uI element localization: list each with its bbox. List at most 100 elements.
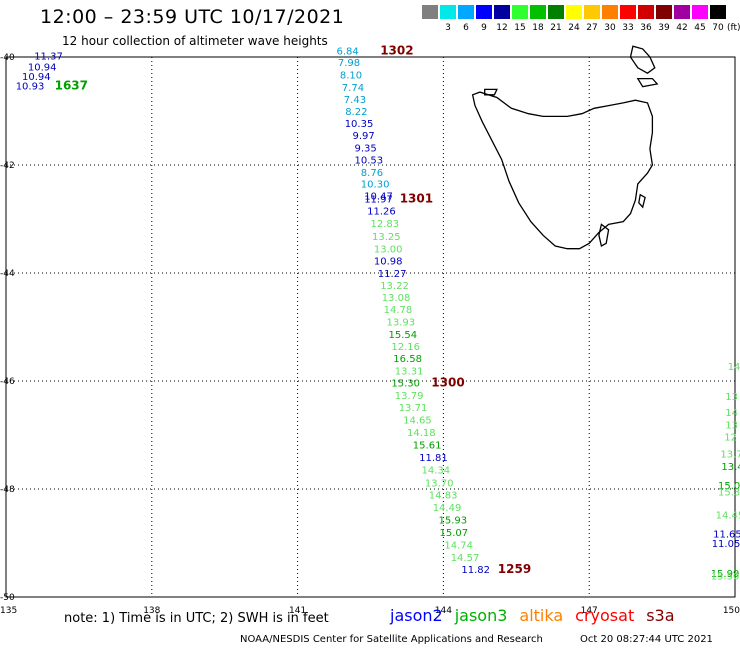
wave-height-label: 13.71	[399, 403, 428, 414]
wave-height-label: 12	[724, 432, 737, 443]
wave-height-label: 10.30	[361, 180, 390, 191]
longitude-tick-label: 150	[723, 606, 740, 616]
graticule-grid	[6, 57, 735, 597]
wave-height-label: 13.93	[387, 317, 416, 328]
legend-unit: (ft)	[727, 23, 740, 33]
legend-swatch	[458, 5, 474, 19]
wave-height-label: 14.45	[716, 511, 740, 522]
generation-timestamp: Oct 20 08:27:44 UTC 2021	[580, 634, 713, 645]
legend-label: 70	[712, 23, 724, 33]
wave-height-label: 15.30	[718, 488, 740, 499]
wave-height-label: 15.61	[413, 441, 442, 452]
wave-height-label: 9.35	[355, 144, 377, 155]
wave-height-label: 13.4	[721, 462, 740, 473]
wave-height-label: 14.65	[403, 416, 432, 427]
wave-height-label: 11.26	[367, 207, 396, 218]
map-border	[5, 56, 736, 598]
legend-swatch	[710, 5, 726, 19]
wave-height-label: 11.97	[364, 194, 393, 205]
footer-note: note: 1) Time is in UTC; 2) SWH is in fe…	[64, 611, 329, 626]
wave-height-label: 14	[725, 408, 738, 419]
map-title: 12:00 – 23:59 UTC 10/17/2021	[40, 6, 345, 28]
wave-height-label: 14	[728, 362, 740, 373]
legend-label: 30	[604, 23, 616, 33]
wave-height-label: 7.74	[342, 83, 364, 94]
wave-height-label: 10.94	[22, 72, 51, 83]
latitude-tick-label: -44	[0, 269, 15, 279]
legend-swatch	[620, 5, 636, 19]
wave-height-label: 14.18	[407, 428, 436, 439]
satellite-cryosat: cryosat	[575, 606, 635, 625]
legend-swatch	[638, 5, 654, 19]
wave-height-label: 6.84	[337, 46, 359, 57]
axis-ticks: 135 138 141 144 147 150 -40 -42 -44 -46 -48 -50	[0, 53, 740, 616]
satellite-jason2: jason2	[390, 606, 443, 625]
wave-height-label: 12.16	[391, 342, 420, 353]
latitude-tick-label: -50	[0, 593, 15, 603]
wave-height-label: 11.65	[713, 530, 740, 541]
wave-height-label: 13.79	[395, 391, 424, 402]
wave-height-label: 11.82	[461, 565, 490, 576]
latitude-tick-label: -40	[0, 53, 15, 63]
coastline	[471, 45, 659, 250]
wave-height-label: 10.93	[16, 81, 45, 92]
wave-height-label: 11.81	[419, 453, 448, 464]
legend-label: 33	[622, 23, 634, 33]
wave-height-label: 11.05	[712, 539, 740, 550]
wave-height-label: 13.70	[425, 478, 454, 489]
wave-height-label: 15.30	[391, 378, 420, 389]
wave-height-label: 13.22	[380, 281, 409, 292]
wave-height-label: 8.10	[340, 71, 362, 82]
wave-height-label: 14.49	[433, 503, 462, 514]
wave-height-label: 13	[725, 421, 738, 432]
wave-height-label: 14.78	[384, 305, 413, 316]
longitude-tick-label: 147	[581, 606, 598, 616]
satellite-s3a: s3a	[646, 606, 675, 625]
satellite-altika: altika	[519, 606, 564, 625]
wave-height-label: 7.43	[344, 95, 366, 106]
wave-height-label: 14.83	[429, 491, 458, 502]
wave-height-label: 8.76	[361, 168, 383, 179]
wave-height-label: 13.7	[720, 450, 740, 461]
pass-time-label: 1259	[498, 562, 531, 576]
map-frame	[5, 56, 736, 598]
pass-time-label: 1300	[431, 375, 464, 389]
legend-swatch	[656, 5, 672, 19]
wave-height-label: 13.08	[382, 293, 411, 304]
wave-height-label: 15.93	[439, 516, 468, 527]
legend-swatch	[584, 5, 600, 19]
wave-height-label: 11.27	[378, 269, 407, 280]
wave-height-label: 15.07	[440, 528, 469, 539]
latitude-tick-label: -42	[0, 161, 15, 171]
pass-time-label: 1301	[400, 191, 433, 205]
legend-swatch	[494, 5, 510, 19]
legend-swatch	[692, 5, 708, 19]
wave-height-label: 15.50	[711, 572, 740, 583]
bruny-island-outline	[598, 223, 610, 247]
credit-line: NOAA/NESDIS Center for Satellite Applica…	[240, 634, 543, 645]
wave-height-label: 15.54	[389, 330, 418, 341]
cape-barren-island-outline	[636, 77, 659, 88]
legend-label: 42	[676, 23, 688, 33]
latitude-tick-label: -48	[0, 485, 15, 495]
legend-swatch	[512, 5, 528, 19]
wave-height-label: 14.57	[451, 553, 480, 564]
legend-swatch	[602, 5, 618, 19]
legend-label: 36	[640, 23, 652, 33]
legend-swatch	[440, 5, 456, 19]
wave-height-label: 15.02	[718, 481, 740, 492]
wave-height-label: 10.94	[28, 63, 57, 74]
legend-label: 9	[481, 23, 487, 33]
legend-label: 21	[550, 23, 562, 33]
map-subtitle: 12 hour collection of altimeter wave hei…	[62, 34, 328, 48]
wave-height-label: 11.37	[34, 52, 63, 63]
wave-height-label: 12.83	[371, 219, 400, 230]
pass-time-label: 1302	[380, 43, 413, 57]
wave-height-label: 13	[725, 392, 738, 403]
wave-height-label: 14.34	[422, 465, 451, 476]
pass-time-label: 1637	[55, 78, 88, 92]
legend-label: 39	[658, 23, 670, 33]
tasmania-outline	[471, 91, 654, 250]
